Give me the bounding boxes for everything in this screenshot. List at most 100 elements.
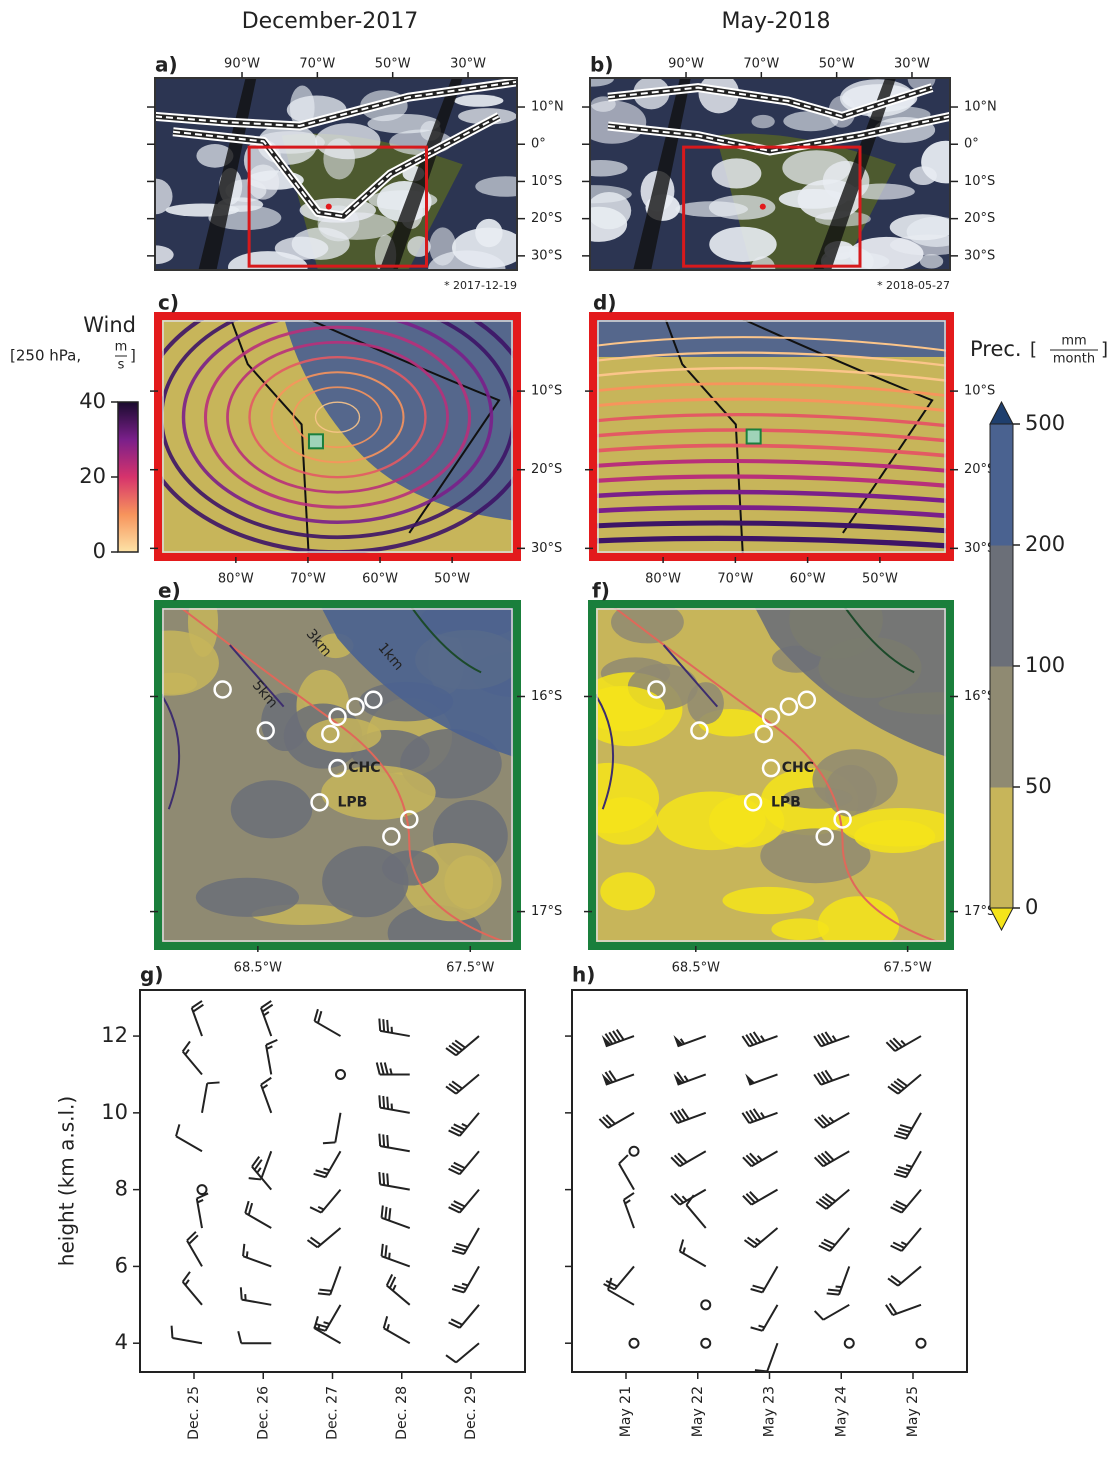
map-frame — [588, 600, 954, 950]
wind-barb-calm — [628, 1145, 640, 1157]
barb-staff — [313, 1150, 342, 1179]
station-label: LPB — [771, 794, 801, 810]
barb-staff — [190, 1000, 204, 1037]
barb-staff — [322, 1112, 342, 1145]
precip-patch — [382, 850, 439, 886]
y-tick-label: 0° — [964, 137, 979, 152]
column-title: May-2018 — [721, 9, 830, 34]
barb-staff — [375, 1062, 410, 1076]
map-frame — [154, 77, 518, 271]
map-frame — [154, 600, 521, 950]
x-tick-label: Dec. 26 — [255, 1386, 271, 1440]
units-prefix: [250 hPa, — [10, 347, 81, 365]
y-tick-label: 16°S — [964, 689, 995, 704]
axes-frame — [139, 989, 526, 1373]
streamline — [593, 397, 950, 413]
barb-flag — [601, 1035, 612, 1047]
wind-barb — [601, 1029, 635, 1048]
wind-barb — [248, 1150, 273, 1181]
map-frame — [589, 312, 954, 561]
jet-dash — [607, 86, 933, 118]
cloud — [247, 164, 280, 200]
wind-barb — [741, 1031, 778, 1048]
wind-barb — [186, 1231, 203, 1267]
wind-barb — [448, 1188, 480, 1214]
wind-barb — [175, 1124, 203, 1153]
wind-barb — [170, 1325, 203, 1345]
cloud — [849, 183, 915, 200]
precip-patch — [230, 780, 313, 839]
wind-barb — [181, 1040, 203, 1076]
wet-area — [283, 316, 517, 521]
wind-barb — [607, 1277, 635, 1306]
cloud — [367, 113, 441, 134]
cloud — [782, 150, 851, 186]
wind-barb — [887, 1073, 922, 1095]
cloud — [590, 191, 632, 230]
units-denominator: s — [118, 358, 125, 373]
y-tick-label: 10°S — [964, 174, 995, 189]
wind-barb — [745, 1073, 778, 1086]
cloud — [711, 158, 762, 189]
panel-label: a) — [155, 53, 178, 77]
units-denominator: month — [1053, 352, 1095, 367]
colorbar-segment — [990, 787, 1013, 909]
wind-barb — [673, 1035, 707, 1048]
barb-staff — [887, 1073, 922, 1095]
barb-staff — [186, 1231, 203, 1267]
panel-label: h) — [572, 963, 595, 987]
barb-staff — [618, 1154, 635, 1191]
barb-staff — [893, 1112, 922, 1140]
wind-barb — [887, 1265, 922, 1287]
y-tick-label: 20°S — [964, 211, 995, 226]
barb-staff — [201, 1081, 220, 1114]
barb-staff — [378, 1018, 410, 1038]
site — [325, 203, 332, 210]
colorbar-segment — [990, 666, 1013, 788]
barb-staff — [813, 1031, 850, 1048]
barb-staff — [237, 1330, 272, 1345]
wind-barb — [242, 1243, 272, 1268]
colorbar-tick-label: 20 — [79, 464, 106, 488]
zoom-box — [247, 145, 428, 268]
wind-barb — [382, 1316, 411, 1345]
x-tick-label: Dec. 28 — [394, 1386, 410, 1440]
wind-barb — [317, 1266, 342, 1296]
wind-barb — [451, 1265, 480, 1294]
panel-label: c) — [158, 291, 179, 315]
y-axis-label: height (km a.s.l.) — [55, 1096, 79, 1266]
cloud — [889, 234, 950, 256]
wind-barb-calm — [843, 1337, 855, 1349]
x-tick-label: 70°W — [743, 57, 779, 72]
x-tick-label: 67.5°W — [883, 961, 931, 976]
map-inner-frame — [162, 320, 513, 553]
contour-5km — [592, 644, 719, 810]
streamline — [270, 371, 405, 464]
station — [833, 810, 852, 829]
barb-staff — [242, 1243, 272, 1268]
wind-barb — [195, 1192, 209, 1229]
wind-barb — [448, 1150, 480, 1176]
barb-staff — [743, 1227, 779, 1249]
x-tick-label: May 22 — [690, 1386, 706, 1437]
barb-staff — [598, 1111, 635, 1129]
site-marker — [307, 433, 324, 450]
station — [690, 721, 709, 740]
y-tick-label: 16°S — [531, 689, 562, 704]
wind-barb — [890, 1188, 922, 1214]
barb-staff — [622, 1192, 635, 1229]
streamline — [593, 336, 950, 352]
date-note: * 2017-12-19 — [444, 279, 517, 292]
panel-label: d) — [593, 291, 616, 315]
station — [647, 680, 666, 699]
barb-staff — [175, 1124, 203, 1153]
wind-barb — [385, 1273, 411, 1306]
wind-barb — [451, 1227, 480, 1255]
x-tick-label: May 23 — [762, 1386, 778, 1437]
units-suffix: ] — [1101, 339, 1108, 360]
map-panel — [590, 78, 950, 270]
barb-staff — [445, 1342, 480, 1364]
station — [815, 827, 834, 846]
precip-patch — [444, 855, 494, 910]
barb-staff — [382, 1316, 411, 1345]
